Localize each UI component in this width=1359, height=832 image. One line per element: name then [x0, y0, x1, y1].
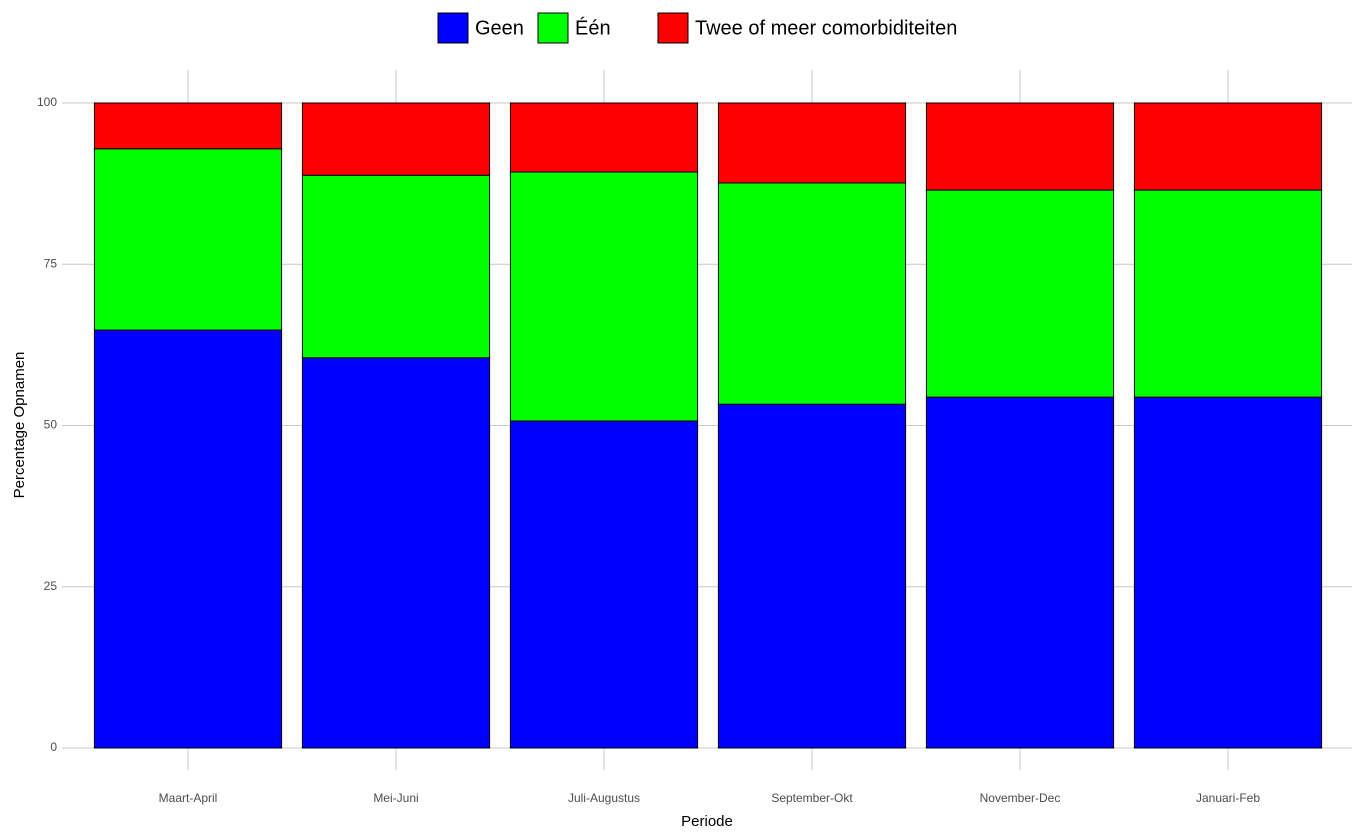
- y-tick-label: 75: [44, 256, 58, 270]
- bar-segment: [301, 174, 491, 359]
- legend-swatch: [657, 12, 689, 44]
- bar-segment: [925, 102, 1115, 191]
- bar-segment: [1133, 189, 1323, 398]
- y-tick-label: 50: [44, 418, 58, 432]
- bar-segment: [717, 182, 907, 405]
- bar-segment: [509, 102, 699, 173]
- bar-segment: [925, 396, 1115, 749]
- y-tick-label: 0: [50, 740, 57, 754]
- legend-swatch: [437, 12, 469, 44]
- x-tick-label: Januari-Feb: [1196, 791, 1260, 805]
- legend-swatch: [537, 12, 569, 44]
- bar-segment: [93, 329, 283, 749]
- legend-label: Twee of meer comorbiditeiten: [695, 17, 957, 39]
- bar-segment: [717, 102, 907, 184]
- x-tick-label: Mei-Juni: [373, 791, 418, 805]
- bar-segment: [509, 171, 699, 422]
- y-axis-title: Percentage Opnamen: [11, 352, 28, 499]
- x-tick-label: Maart-April: [159, 791, 218, 805]
- legend-label: Geen: [475, 17, 524, 39]
- x-tick-label: Juli-Augustus: [568, 791, 640, 805]
- bar-segment: [717, 403, 907, 749]
- bar-segment: [925, 189, 1115, 398]
- y-tick-label: 25: [44, 579, 58, 593]
- bar-segment: [1133, 396, 1323, 749]
- x-tick-label: September-Okt: [771, 791, 853, 805]
- bar-segment: [509, 420, 699, 749]
- y-tick-label: 100: [37, 95, 57, 109]
- bar-segment: [301, 102, 491, 176]
- legend-label: Één: [575, 16, 611, 39]
- bar-segment: [93, 102, 283, 150]
- x-axis-title: Periode: [681, 813, 733, 830]
- bar-segment: [1133, 102, 1323, 191]
- x-tick-label: November-Dec: [980, 791, 1061, 805]
- bar-segment: [301, 357, 491, 749]
- bar-segment: [93, 148, 283, 331]
